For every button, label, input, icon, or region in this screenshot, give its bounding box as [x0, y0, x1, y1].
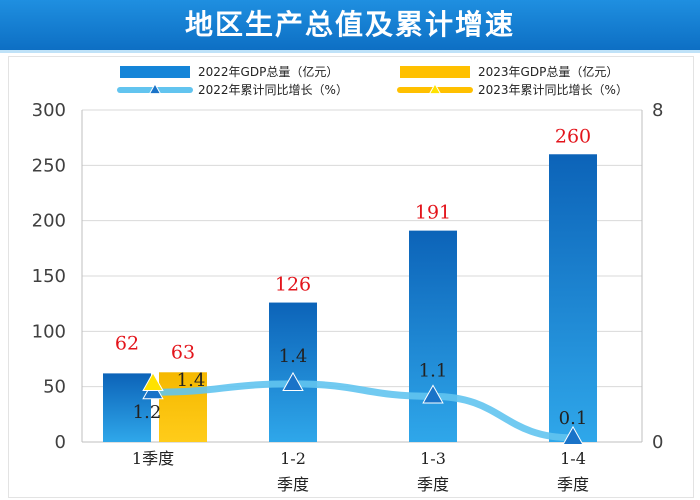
y-left-tick-label: 250	[32, 155, 66, 176]
x-tick-label: 1-3	[420, 449, 446, 468]
growth-marker-2022	[562, 425, 584, 445]
bar-2022-gdp	[409, 230, 457, 442]
x-tick-label: 季度	[277, 475, 309, 494]
bar-2022-gdp	[549, 154, 597, 442]
x-tick-label: 1-2	[280, 449, 306, 468]
y-left-tick-label: 100	[32, 321, 66, 342]
x-tick-label: 1季度	[132, 449, 174, 468]
chart-title: 地区生产总值及累计增速	[184, 8, 515, 41]
legend-label: 2022年GDP总量（亿元）	[198, 64, 338, 79]
growth-label-2022: 1.4	[279, 346, 308, 367]
growth-label-2022: 1.2	[133, 402, 162, 423]
y-left-tick-label: 200	[32, 211, 66, 232]
legend-label: 2023年GDP总量（亿元）	[478, 64, 618, 79]
bar-2022-value-label: 62	[115, 332, 139, 354]
y-left-tick-label: 300	[32, 100, 66, 121]
x-tick-label: 季度	[417, 475, 449, 494]
legend-swatch	[120, 66, 190, 78]
y-right-tick-label: 8	[652, 100, 663, 121]
legend-label: 2023年累计同比增长（%）	[478, 83, 628, 97]
y-left-tick-label: 150	[32, 266, 66, 287]
bar-2022-value-label: 260	[555, 125, 591, 147]
bar-2023-value-label: 63	[171, 341, 195, 363]
bar-2022-gdp	[103, 373, 151, 442]
growth-marker-2022	[422, 384, 444, 404]
y-left-tick-label: 50	[43, 377, 66, 398]
x-tick-label: 1-4	[560, 449, 586, 468]
legend-marker-icon	[148, 82, 162, 95]
growth-line-2022	[149, 380, 577, 442]
bar-2022-value-label: 126	[275, 274, 311, 296]
growth-label-2022: 0.1	[559, 408, 588, 429]
y-right-tick-label: 0	[652, 432, 663, 453]
legend-marker-icon	[428, 82, 442, 95]
legend-label: 2022年累计同比增长（%）	[198, 83, 348, 97]
legend-swatch	[400, 66, 470, 78]
growth-marker-2023	[142, 371, 164, 391]
x-tick-label: 季度	[557, 475, 589, 494]
y-left-tick-label: 0	[55, 432, 66, 453]
title-banner: 地区生产总值及累计增速	[0, 0, 700, 53]
growth-label-2023: 1.4	[177, 370, 206, 391]
growth-label-2022: 1.1	[419, 360, 448, 381]
bar-2023-gdp	[159, 372, 207, 442]
growth-marker-2022	[282, 371, 304, 391]
bar-2022-value-label: 191	[415, 202, 451, 224]
